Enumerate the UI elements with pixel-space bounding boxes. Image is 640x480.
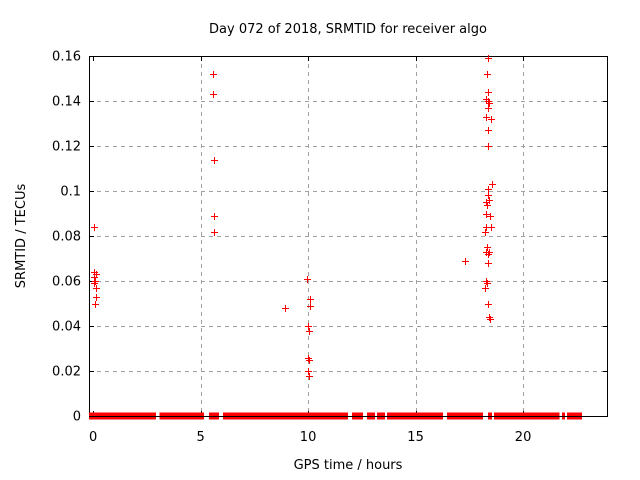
data-point bbox=[483, 114, 490, 121]
data-point bbox=[93, 294, 100, 301]
y-tick-label: 0.12 bbox=[52, 140, 81, 155]
data-layer bbox=[89, 55, 608, 420]
data-point bbox=[485, 105, 492, 112]
data-point bbox=[484, 71, 491, 78]
data-point bbox=[91, 224, 98, 231]
data-point bbox=[483, 199, 490, 206]
data-point bbox=[485, 127, 492, 134]
data-point bbox=[485, 251, 492, 258]
x-tick-label: 15 bbox=[407, 430, 424, 445]
data-point bbox=[482, 285, 489, 292]
y-tick-label: 0.16 bbox=[52, 50, 81, 65]
x-tick-label: 5 bbox=[196, 430, 204, 445]
data-point bbox=[484, 202, 491, 209]
data-point bbox=[489, 181, 496, 188]
data-point bbox=[305, 323, 312, 330]
data-point bbox=[485, 301, 492, 308]
x-axis-label: GPS time / hours bbox=[294, 458, 403, 473]
data-point bbox=[483, 211, 490, 218]
data-point bbox=[487, 316, 494, 323]
y-tick-label: 0.1 bbox=[60, 185, 81, 200]
x-tick-label: 0 bbox=[89, 430, 97, 445]
data-point bbox=[485, 143, 492, 150]
data-point bbox=[485, 186, 492, 193]
data-point bbox=[306, 328, 313, 335]
data-point bbox=[211, 229, 218, 236]
data-point bbox=[482, 229, 489, 236]
data-point bbox=[211, 157, 218, 164]
data-point bbox=[210, 91, 217, 98]
data-point bbox=[92, 301, 99, 308]
data-point bbox=[282, 305, 289, 312]
data-point bbox=[305, 368, 312, 375]
data-point bbox=[91, 274, 98, 281]
data-point bbox=[304, 276, 311, 283]
y-tick-label: 0.06 bbox=[52, 275, 81, 290]
data-point bbox=[488, 224, 495, 231]
data-point bbox=[485, 55, 492, 62]
x-tick-label: 10 bbox=[300, 430, 317, 445]
y-tick-label: 0.14 bbox=[52, 95, 81, 110]
y-tick-label: 0 bbox=[73, 410, 81, 425]
data-point bbox=[307, 303, 314, 310]
y-tick-label: 0.08 bbox=[52, 230, 81, 245]
y-axis-label: SRMTID / TECUs bbox=[14, 184, 29, 289]
data-point bbox=[91, 280, 98, 287]
data-point bbox=[488, 116, 495, 123]
data-point bbox=[211, 213, 218, 220]
data-point bbox=[462, 258, 469, 265]
chart-title: Day 072 of 2018, SRMTID for receiver alg… bbox=[209, 22, 487, 37]
data-point bbox=[210, 71, 217, 78]
data-point bbox=[306, 373, 313, 380]
data-point bbox=[487, 213, 494, 220]
data-point bbox=[485, 260, 492, 267]
data-point bbox=[307, 296, 314, 303]
data-point bbox=[484, 244, 491, 251]
y-tick-label: 0.04 bbox=[52, 320, 81, 335]
data-point bbox=[486, 100, 493, 107]
tick-labels-layer: 0 0.02 0.04 0.06 0.08 0.1 0.12 0.14 0.16 0 5 10 15 20 bbox=[52, 50, 531, 446]
data-point bbox=[306, 357, 313, 364]
data-point bbox=[93, 285, 100, 292]
data-point bbox=[485, 192, 492, 199]
data-point bbox=[484, 280, 491, 287]
grid-layer bbox=[89, 56, 608, 416]
x-tick-label: 20 bbox=[515, 430, 532, 445]
y-tick-label: 0.02 bbox=[52, 365, 81, 380]
data-point bbox=[485, 89, 492, 96]
